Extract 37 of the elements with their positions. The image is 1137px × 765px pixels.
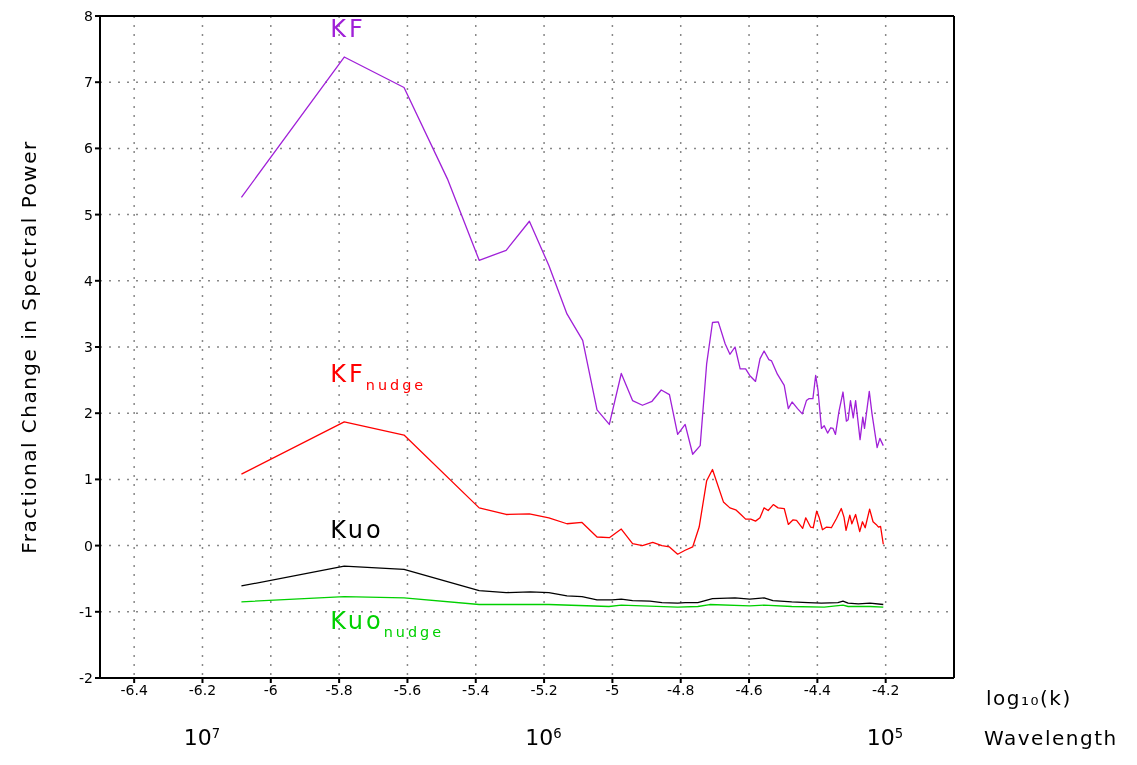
x-tick-label: -5.8	[325, 681, 353, 698]
x-tick-label: -5.2	[530, 681, 558, 698]
y-tick-label: 4	[84, 272, 94, 289]
y-tick-label: 0	[84, 537, 93, 554]
y-tick-label: 7	[84, 74, 93, 91]
series-label: KF	[330, 15, 366, 44]
x-tick-label: -4.2	[872, 681, 900, 698]
y-tick-label: 8	[84, 7, 93, 24]
y-tick-label: 2	[84, 405, 93, 422]
line-series	[240, 595, 884, 608]
x2-tick-label: 10$^{7}$	[183, 725, 221, 750]
series-label: Kuo$_{nudge}$	[330, 606, 445, 640]
x-tick-label: -6.2	[188, 681, 217, 698]
y-axis-title: Fractional Change in Spectral Power	[17, 140, 41, 554]
x2-axis-title: Wavelength	[984, 726, 1118, 750]
line-series	[240, 565, 884, 606]
y-tick-label: -1	[79, 603, 93, 620]
x-tick-label: -5	[605, 681, 620, 698]
x-tick-label: -4.4	[803, 681, 832, 698]
x2-tick-label: 10$^{6}$	[525, 725, 562, 750]
y-tick-label: 5	[84, 206, 93, 223]
x-axis-title: log₁₀(k)	[986, 686, 1072, 710]
line-series	[240, 56, 884, 455]
y-tick-label: 1	[84, 471, 93, 488]
x-tick-label: -4.6	[735, 681, 763, 698]
x-tick-label: -5.6	[393, 681, 422, 698]
series-label: KF$_{nudge}$	[330, 359, 427, 393]
y-tick-label: 6	[84, 140, 94, 157]
y-tick-label: -2	[79, 669, 93, 686]
x-tick-label: -6	[263, 681, 278, 698]
x-tick-label: -4.8	[667, 681, 695, 698]
x-tick-label: -5.4	[462, 681, 490, 698]
x-tick-label: -6.4	[120, 681, 148, 698]
series-label: Kuo	[330, 516, 384, 545]
x2-tick-label: 10$^{5}$	[866, 725, 904, 750]
y-tick-label: 3	[84, 338, 93, 355]
line-series	[240, 421, 884, 555]
